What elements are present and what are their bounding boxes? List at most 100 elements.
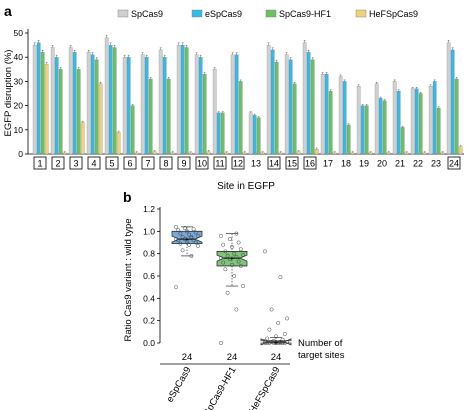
a-y-tick-label: 0 xyxy=(18,149,23,159)
a-site-box xyxy=(123,156,137,170)
b-data-point xyxy=(267,327,272,332)
a-bar xyxy=(108,44,113,155)
b-y-tick-label: 0.6 xyxy=(143,271,155,281)
panel-b-label: b xyxy=(123,189,132,205)
b-data-point xyxy=(269,307,274,312)
a-legend-swatch xyxy=(191,9,203,18)
b-category-label: HeFSpCas9 xyxy=(247,365,282,410)
b-data-point xyxy=(263,249,267,254)
a-bar xyxy=(44,64,49,155)
b-data-point xyxy=(174,237,178,242)
a-bar xyxy=(220,112,225,155)
b-y-tick-label: 0.2 xyxy=(143,316,155,326)
a-bar xyxy=(356,86,361,155)
a-site-box xyxy=(285,156,299,170)
b-data-point xyxy=(274,341,278,345)
b-data-point xyxy=(176,228,181,233)
a-bar xyxy=(260,152,265,155)
b-data-point xyxy=(230,262,234,267)
a-bar xyxy=(242,152,247,155)
b-box xyxy=(216,251,248,267)
b-data-point xyxy=(274,334,278,339)
a-bar xyxy=(152,151,157,155)
b-data-point xyxy=(263,338,267,343)
a-bar xyxy=(392,81,397,155)
a-y-tick-label: 20 xyxy=(14,101,24,111)
a-bar xyxy=(332,152,337,155)
b-data-point xyxy=(267,341,272,345)
b-count-label: 24 xyxy=(271,352,282,363)
b-data-point xyxy=(271,341,276,345)
b-data-point xyxy=(234,231,239,236)
b-data-point xyxy=(269,339,274,344)
b-data-point xyxy=(223,267,228,272)
a-bar xyxy=(436,107,441,155)
panel-a-bars xyxy=(32,35,463,155)
a-bar xyxy=(126,57,131,155)
b-data-point xyxy=(219,341,223,345)
b-data-point xyxy=(182,226,187,230)
a-bar xyxy=(296,151,301,155)
count-label-line2: target sites xyxy=(298,350,345,361)
a-x-tick-label: 24 xyxy=(449,159,459,169)
a-bar xyxy=(112,47,117,155)
b-y-tick-label: 0.4 xyxy=(143,293,155,303)
a-bar xyxy=(324,74,329,155)
a-x-tick-label: 8 xyxy=(163,159,168,169)
b-data-point xyxy=(238,264,243,268)
a-x-tick-label: 7 xyxy=(145,159,150,169)
a-bar xyxy=(338,76,343,155)
a-bar xyxy=(68,47,73,155)
a-bar xyxy=(410,88,415,155)
a-bar xyxy=(122,57,127,155)
a-bar xyxy=(284,54,289,155)
b-data-point xyxy=(193,240,198,245)
a-bar xyxy=(252,115,257,155)
b-mean-marker: + xyxy=(230,254,235,263)
a-x-tick-label: 10 xyxy=(197,159,207,169)
b-data-point xyxy=(187,232,192,237)
a-site-box xyxy=(141,156,155,170)
a-site-box xyxy=(69,156,83,170)
a-site-box xyxy=(195,156,209,170)
count-label-line1: Number of xyxy=(298,338,343,349)
a-x-tick-label: 14 xyxy=(269,159,279,169)
a-bar xyxy=(230,54,235,155)
a-bar xyxy=(72,52,77,155)
a-bar xyxy=(94,59,99,155)
b-data-point xyxy=(182,237,187,242)
a-legend-swatch xyxy=(265,9,277,18)
b-data-point xyxy=(227,237,232,242)
b-data-point xyxy=(278,275,283,280)
b-data-point xyxy=(223,249,228,254)
a-site-box xyxy=(87,156,101,170)
a-bar xyxy=(328,90,333,155)
a-x-tick-label: 11 xyxy=(215,159,224,169)
a-bar xyxy=(234,54,239,155)
a-x-tick-label: 19 xyxy=(359,159,369,169)
b-y-tick-label: 1.2 xyxy=(143,204,155,214)
a-x-tick-label: 6 xyxy=(127,159,132,169)
a-bar xyxy=(216,112,221,155)
a-bar xyxy=(86,52,91,155)
a-bar xyxy=(400,127,405,155)
b-data-point xyxy=(178,231,183,236)
a-bar xyxy=(360,105,365,155)
b-data-point xyxy=(241,284,245,288)
a-legend-label: HeFSpCas9 xyxy=(369,9,418,19)
a-x-tick-label: 18 xyxy=(341,159,351,169)
b-data-point xyxy=(276,320,281,325)
a-bar xyxy=(458,146,463,155)
a-legend-label: eSpCas9 xyxy=(205,9,242,19)
b-data-point xyxy=(282,332,287,337)
a-bar xyxy=(90,54,95,155)
a-x-tick-label: 16 xyxy=(305,159,315,169)
b-data-point xyxy=(236,240,241,245)
b-data-point xyxy=(180,248,185,253)
b-y-tick-label: 0.0 xyxy=(143,338,155,348)
b-data-point xyxy=(234,307,239,312)
a-bar xyxy=(418,93,423,155)
a-bar xyxy=(206,151,211,155)
a-bar xyxy=(36,42,41,155)
b-box xyxy=(171,230,203,245)
